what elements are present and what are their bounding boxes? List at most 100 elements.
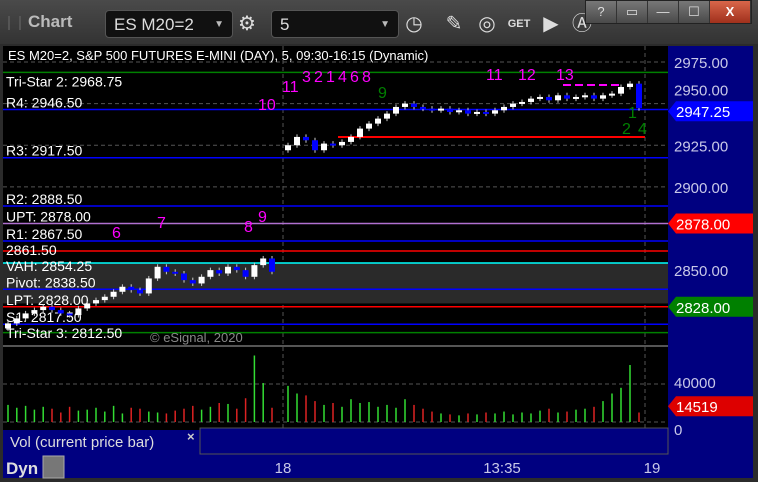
volume-label: Vol (current price bar)	[10, 434, 154, 451]
candle	[564, 95, 570, 99]
signal-annotation: 1	[326, 69, 335, 86]
chevron-down-icon: ▼	[214, 19, 224, 30]
price-tick: 2925.00	[674, 138, 728, 155]
symbol-value: ES M20=2	[114, 15, 194, 34]
candle	[492, 110, 498, 114]
candle	[216, 270, 223, 274]
candle	[269, 258, 275, 272]
candle	[483, 111, 489, 114]
candle	[528, 98, 534, 102]
window-controls: ? ▭ — ☐ X	[585, 0, 752, 24]
candle	[393, 106, 399, 114]
candle	[233, 266, 240, 271]
candle	[573, 96, 579, 99]
get-icon[interactable]: GET	[507, 18, 531, 30]
candle	[600, 95, 606, 99]
candle	[456, 110, 462, 113]
candle	[447, 108, 453, 112]
lock-scale-icon[interactable]	[42, 455, 65, 479]
price-tick: 2950.00	[674, 83, 728, 100]
candle	[5, 323, 11, 329]
candle	[339, 141, 345, 146]
candle	[93, 300, 99, 304]
candle	[163, 266, 170, 272]
candle	[546, 96, 552, 101]
candle	[57, 310, 64, 314]
candle	[627, 83, 633, 87]
price-tick: 2975.00	[674, 55, 728, 72]
candle	[251, 265, 258, 277]
signal-annotation: 2	[314, 69, 323, 86]
study-icon[interactable]: ◎	[478, 13, 496, 35]
candle	[137, 290, 143, 294]
level-label: R3: 2917.50	[6, 143, 82, 159]
level-label: R2: 2888.50	[6, 191, 82, 207]
candle	[13, 318, 20, 324]
signal-annotation: 1	[628, 105, 637, 122]
level-label: UPT: 2878.00	[6, 209, 91, 225]
candle	[172, 271, 179, 274]
price-tick: 2900.00	[674, 180, 728, 197]
last-price-tag: 2947.25	[676, 104, 730, 121]
candle	[31, 310, 38, 314]
help-button[interactable]: ?	[586, 1, 617, 23]
price-marker-tag-bg	[668, 213, 753, 234]
candle	[260, 258, 267, 266]
minimize-button[interactable]: —	[648, 1, 679, 23]
candle	[66, 313, 73, 316]
drag-grip-icon[interactable]	[8, 16, 21, 30]
candle	[242, 270, 249, 277]
level-label: Tri-Star 2: 2968.75	[6, 73, 122, 89]
candle	[438, 108, 444, 111]
candle	[411, 103, 417, 107]
candle	[49, 306, 55, 311]
signal-annotation: 12	[518, 67, 536, 84]
candle	[519, 101, 525, 104]
candle	[101, 296, 108, 301]
signal-annotation: 11	[282, 79, 299, 96]
candle	[609, 93, 615, 96]
candle	[375, 118, 381, 124]
close-volume-icon[interactable]: ×	[187, 429, 195, 444]
link-button[interactable]: ▭	[617, 1, 648, 23]
dyn-mode-label[interactable]: Dyn	[6, 459, 38, 478]
candle	[285, 145, 291, 151]
candle	[22, 313, 29, 319]
candle	[225, 266, 231, 274]
level-label: 2861.50	[6, 242, 57, 258]
clock-icon[interactable]: ◷	[405, 13, 423, 35]
candle	[429, 108, 435, 111]
candle	[189, 280, 196, 284]
signal-annotation: 7	[157, 215, 166, 232]
candle	[501, 106, 507, 111]
maximize-button[interactable]: ☐	[679, 1, 710, 23]
signal-annotation: 8	[362, 69, 371, 86]
window-title: Chart	[28, 12, 73, 31]
candle	[154, 266, 161, 279]
price-marker-tag: 2828.00	[676, 300, 730, 317]
close-button[interactable]: X	[710, 1, 751, 23]
time-tick: 18	[275, 460, 292, 477]
volume-current-tag: 14519	[676, 399, 718, 416]
candle	[312, 140, 318, 151]
signal-annotation: 3	[302, 69, 311, 86]
level-label: VAH: 2854.25	[6, 258, 92, 274]
window-toolbar: Chart ES M20=2 ▼ ⚙ 5 ▼ ◷ ✎ ◎ GET ▶ Ⓐ ? ▭ —…	[0, 0, 758, 44]
candle	[119, 286, 126, 292]
signal-annotation: 6	[112, 225, 121, 242]
signal-annotation: 13	[556, 67, 574, 84]
symbol-select[interactable]: ES M20=2 ▼	[105, 10, 233, 38]
signal-annotation: 9	[378, 85, 387, 102]
level-label: Tri-Star 3: 2812.50	[6, 325, 122, 341]
candle	[128, 286, 135, 291]
candle	[402, 103, 408, 107]
play-icon[interactable]: ▶	[543, 13, 559, 35]
interval-value: 5	[280, 15, 290, 34]
candle	[181, 273, 187, 281]
pencil-icon[interactable]: ✎	[445, 13, 463, 35]
candle	[474, 111, 480, 114]
candle	[348, 136, 354, 142]
interval-select[interactable]: 5 ▼	[271, 10, 399, 38]
gear-icon[interactable]: ⚙	[238, 13, 256, 35]
